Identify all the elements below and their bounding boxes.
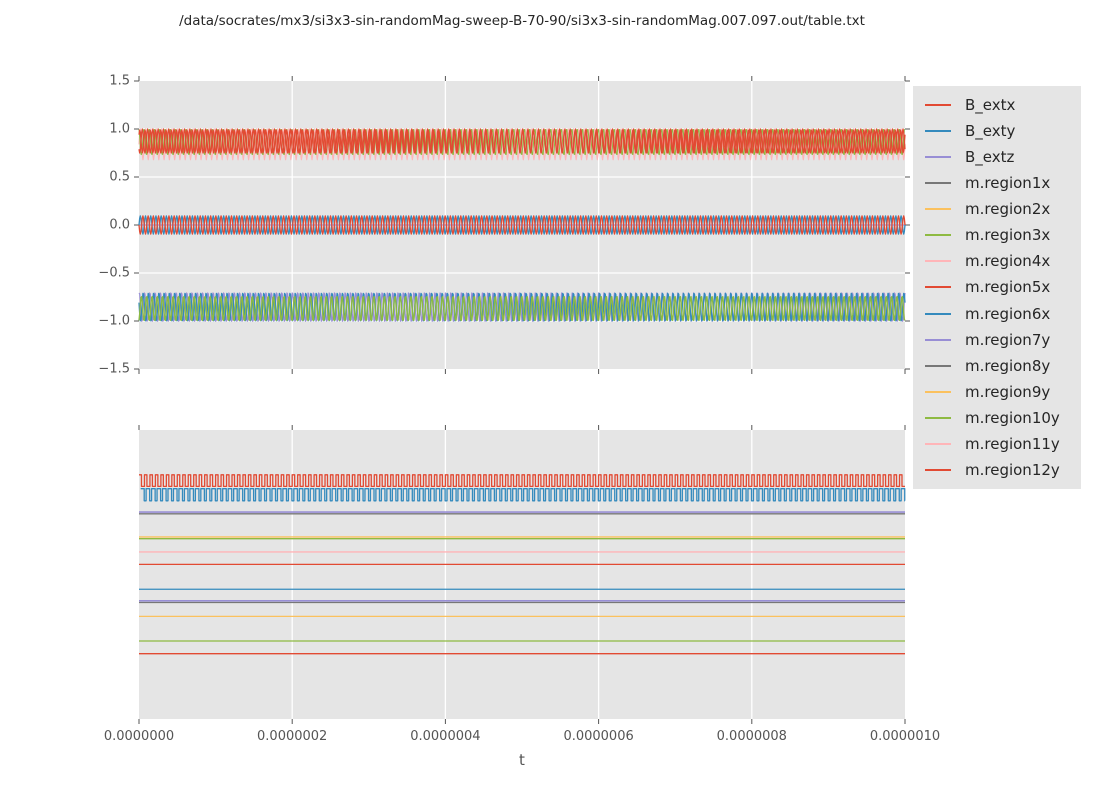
series-band-low-green: [138, 295, 906, 322]
series-square-blue: [140, 488, 906, 502]
legend-label: m.region10y: [965, 408, 1060, 427]
legend-label: m.region5x: [965, 278, 1051, 297]
legend-line-swatch: [925, 130, 951, 133]
series-band-zero-red: [138, 215, 906, 235]
legend-label: m.region8y: [965, 356, 1051, 375]
legend-item: m.region8y: [913, 353, 1081, 378]
legend-item: m.region9y: [913, 379, 1081, 404]
legend-box: B_extx B_exty B_extz m.region1x m.region2x m.…: [913, 86, 1081, 489]
legend-item: m.region6x: [913, 301, 1081, 326]
legend-label: m.region6x: [965, 304, 1051, 323]
y-tick-label: 0.5: [109, 169, 130, 185]
legend-line-swatch: [925, 312, 951, 315]
legend-line-swatch: [925, 338, 951, 341]
legend-label: B_extz: [965, 148, 1015, 167]
legend-line-swatch: [925, 390, 951, 393]
legend-label: m.region12y: [965, 460, 1060, 479]
x-tick-label: 0.0000006: [563, 729, 634, 744]
figure-title: /data/socrates/mx3/si3x3-sin-randomMag-s…: [179, 13, 865, 29]
legend-label: m.region1x: [965, 174, 1051, 193]
legend-item: m.region1x: [913, 171, 1081, 196]
legend-item: B_exty: [913, 119, 1081, 144]
legend-label: m.region11y: [965, 434, 1060, 453]
legend-line-swatch: [925, 286, 951, 289]
legend-line-swatch: [925, 416, 951, 419]
legend-label: m.region3x: [965, 226, 1051, 245]
legend-item: m.region11y: [913, 431, 1081, 456]
series-square-red: [139, 474, 905, 488]
legend-label: m.region2x: [965, 200, 1051, 219]
legend-item: m.region2x: [913, 197, 1081, 222]
legend-label: B_exty: [965, 122, 1016, 141]
legend-line-swatch: [925, 156, 951, 159]
legend-line-swatch: [925, 260, 951, 263]
legend-item: B_extx: [913, 93, 1081, 118]
legend-line-swatch: [925, 208, 951, 211]
legend-item: m.region3x: [913, 223, 1081, 248]
legend-item: m.region7y: [913, 327, 1081, 352]
legend-line-swatch: [925, 364, 951, 367]
x-axis-label: t: [519, 751, 525, 769]
legend-item: B_extz: [913, 145, 1081, 170]
y-tick-label: 1.5: [109, 73, 130, 89]
legend-line-swatch: [925, 442, 951, 445]
x-tick-label: 0.0000008: [716, 729, 787, 744]
legend-label: B_extx: [965, 96, 1016, 115]
y-tick-label: −0.5: [98, 265, 130, 281]
y-tick-label: −1.0: [98, 313, 130, 329]
y-tick-label: −1.5: [98, 361, 130, 377]
x-tick-label: 0.0000000: [103, 729, 175, 744]
legend-item: m.region10y: [913, 405, 1081, 430]
legend-label: m.region7y: [965, 330, 1051, 349]
legend-item: m.region4x: [913, 249, 1081, 274]
series-band-high-red-b: [138, 129, 906, 154]
y-tick-label: 1.0: [109, 121, 130, 137]
legend-label: m.region4x: [965, 252, 1051, 271]
x-tick-label: 0.0000010: [869, 729, 941, 744]
legend-label: m.region9y: [965, 382, 1051, 401]
x-tick-label: 0.0000004: [410, 729, 481, 744]
legend-line-swatch: [925, 468, 951, 471]
y-tick-label: 0.0: [109, 217, 130, 233]
legend-line-swatch: [925, 104, 951, 107]
legend-line-swatch: [925, 182, 951, 185]
x-tick-label: 0.0000002: [257, 729, 328, 744]
legend-item: m.region5x: [913, 275, 1081, 300]
legend-item: m.region12y: [913, 457, 1081, 482]
legend-line-swatch: [925, 234, 951, 237]
